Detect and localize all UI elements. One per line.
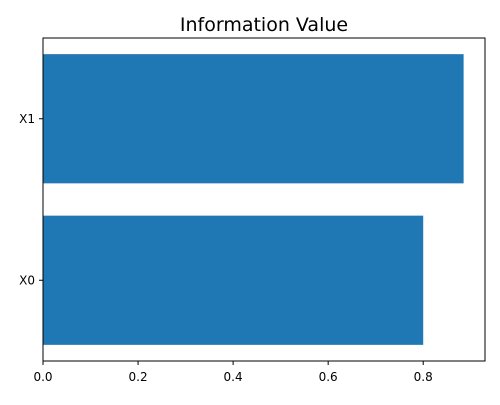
y-axis: X0 X1 [19,112,43,287]
x-tick-label: 0.0 [33,370,52,384]
bar-x0 [43,215,424,345]
y-tick-label: X1 [19,112,35,126]
chart-title: Information Value [180,14,348,36]
bars-layer [43,54,464,345]
x-tick-label: 0.2 [129,370,148,384]
x-tick-label: 0.4 [224,370,243,384]
x-axis: 0.0 0.2 0.4 0.6 0.8 [33,361,433,384]
x-tick-label: 0.8 [414,370,433,384]
x-tick-label: 0.6 [319,370,338,384]
plot-frame [42,37,486,362]
bar-x1 [43,54,464,184]
y-tick-label: X0 [19,273,35,287]
